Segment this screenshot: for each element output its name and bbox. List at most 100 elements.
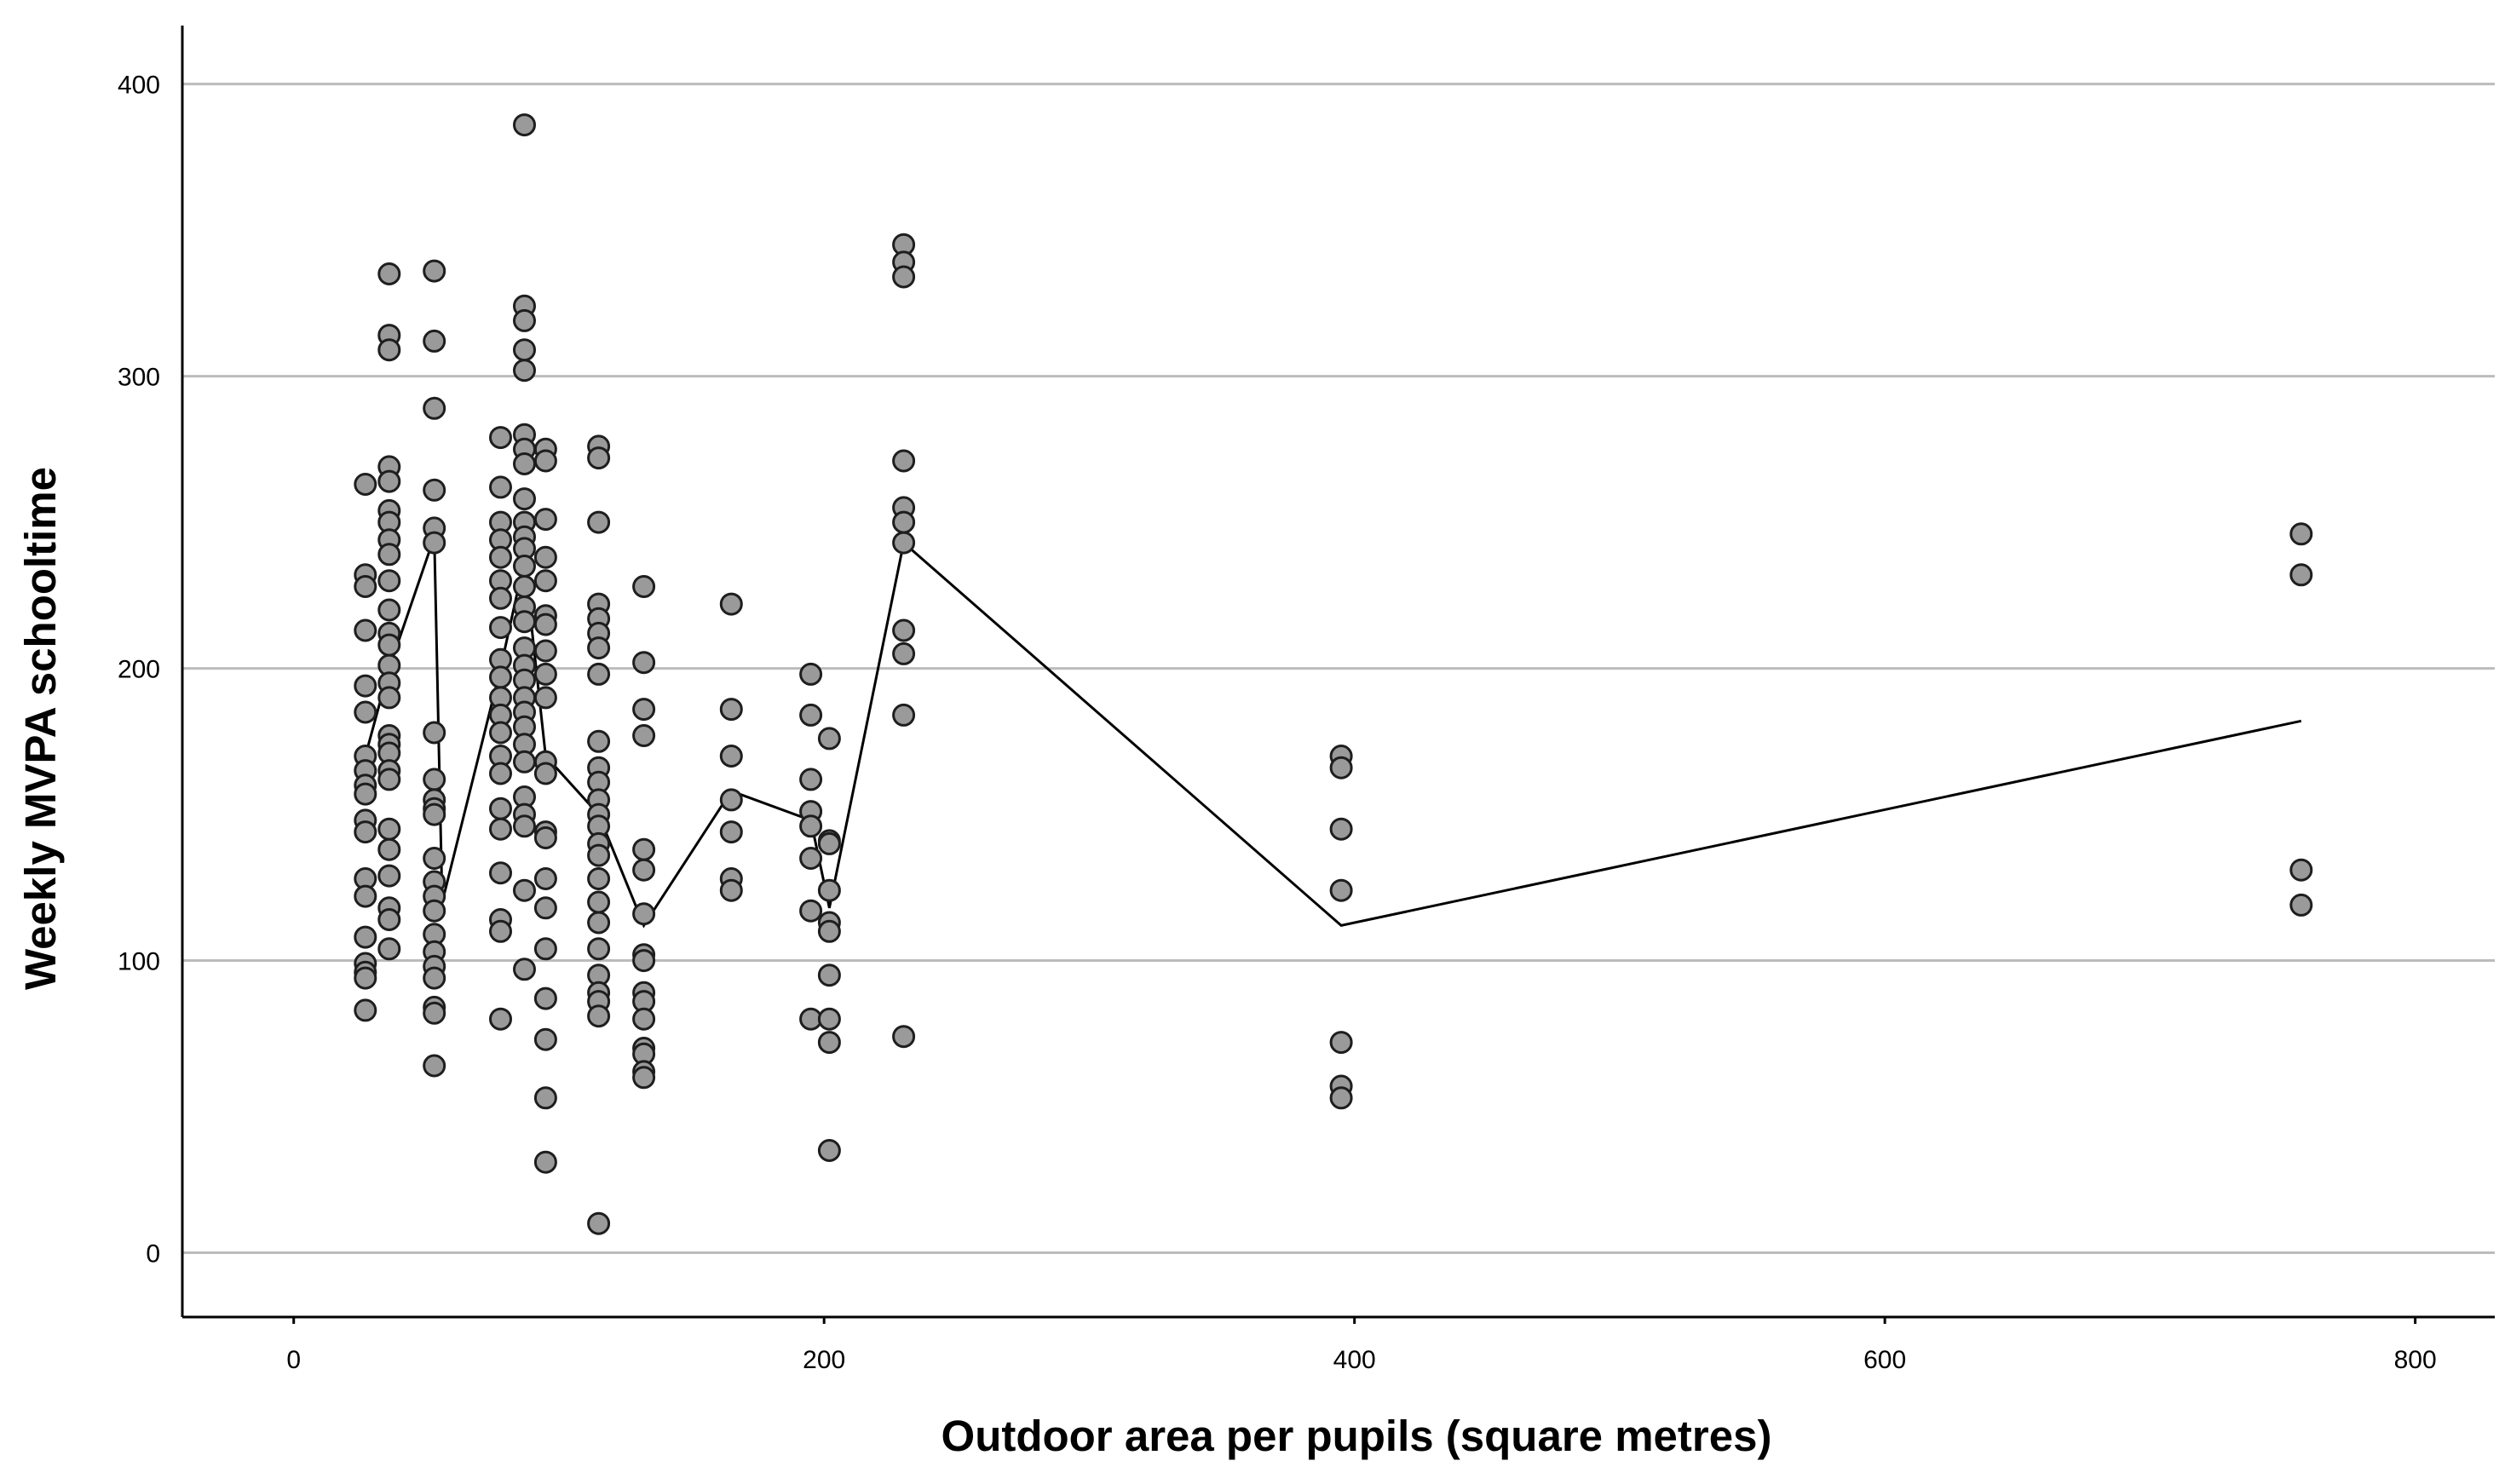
data-point [719,878,743,902]
data-point [892,510,916,534]
data-point [892,703,916,727]
data-point [377,598,401,622]
data-point [533,1150,557,1174]
data-point [354,884,377,908]
data-point [719,592,743,616]
data-point [817,727,841,751]
data-point [533,867,557,890]
data-point [587,729,611,753]
y-tick-label-400: 400 [118,72,160,100]
x-tick-label-400: 400 [1333,1346,1376,1374]
data-point [587,636,611,660]
y-tick-label-300: 300 [118,364,160,392]
tick-labels: 0 100 200 300 400 0 200 400 600 800 [118,72,2437,1374]
data-point [513,487,536,511]
data-point [354,925,377,949]
data-point [1329,1086,1353,1110]
data-point [817,1031,841,1055]
data-point [423,966,446,990]
data-point [489,861,512,885]
data-point [2289,563,2313,587]
data-point [632,949,656,973]
data-point [513,555,536,578]
data-point [533,613,557,636]
data-point [423,768,446,791]
data-point [377,768,401,791]
data-point [533,508,557,532]
data-point [533,1086,557,1110]
data-point [377,469,401,493]
data-point [533,937,557,961]
data-point [489,616,512,640]
data-point [719,788,743,812]
data-point [587,446,611,470]
data-point [423,1054,446,1078]
data-point [1329,817,1353,841]
data-point [513,359,536,383]
data-point [489,586,512,610]
data-point [354,700,377,724]
data-point [377,262,401,285]
data-point [719,820,743,844]
x-tick-label-0: 0 [286,1346,301,1374]
data-point [587,911,611,935]
data-point [513,814,536,838]
data-point [533,1027,557,1051]
gridlines [182,83,2495,1255]
x-tick-label-800: 800 [2394,1346,2437,1374]
data-point [354,966,377,990]
data-point [513,878,536,902]
data-point [354,575,377,598]
data-point [354,998,377,1022]
data-point [423,1001,446,1025]
data-point [513,750,536,774]
data-point [423,259,446,283]
data-point [533,762,557,785]
data-point [377,937,401,961]
data-point [377,569,401,593]
trend-line [364,536,2302,929]
y-tick-label-200: 200 [118,656,160,684]
x-tick-label-600: 600 [1863,1346,1906,1374]
data-point [1329,878,1353,902]
data-point [423,721,446,745]
data-point [632,858,656,882]
data-point [533,449,557,473]
data-point [423,329,446,353]
data-point [423,478,446,502]
data-point [533,686,557,710]
data-point [799,814,823,838]
data-point [587,662,611,686]
data-point [377,543,401,567]
data-point [817,1139,841,1162]
data-point [354,674,377,698]
data-point [587,510,611,534]
data-point [377,633,401,657]
data-point [513,575,536,598]
data-point [632,1007,656,1031]
data-point [489,665,512,689]
data-point [817,831,841,855]
data-point [489,797,512,820]
data-point [799,662,823,686]
data-point [533,545,557,569]
data-point [533,639,557,663]
data-point [587,867,611,890]
data-point [489,721,512,745]
data-point [377,908,401,931]
data-point [377,338,401,362]
data-point [513,113,536,137]
data-point [513,338,536,362]
data-point [489,426,512,450]
data-point [423,531,446,555]
data-point [377,837,401,861]
data-point [377,864,401,888]
data-point [2289,858,2313,882]
data-point [892,265,916,289]
data-points [354,113,2313,1235]
data-point [533,986,557,1010]
data-point [423,899,446,923]
data-point [587,1211,611,1235]
data-point [513,958,536,981]
